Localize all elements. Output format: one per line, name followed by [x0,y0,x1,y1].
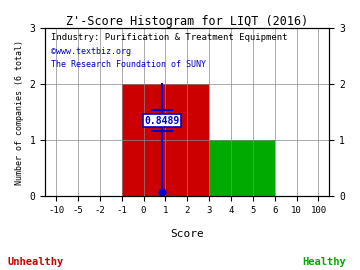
X-axis label: Score: Score [170,229,204,239]
Bar [122,84,209,196]
Text: The Research Foundation of SUNY: The Research Foundation of SUNY [51,60,206,69]
Text: ©www.textbiz.org: ©www.textbiz.org [51,46,131,56]
Text: Unhealthy: Unhealthy [8,257,64,267]
Bar [209,140,275,196]
Title: Z'-Score Histogram for LIQT (2016): Z'-Score Histogram for LIQT (2016) [66,15,309,28]
Y-axis label: Number of companies (6 total): Number of companies (6 total) [15,40,24,185]
Text: Healthy: Healthy [302,257,346,267]
Text: 0.8489: 0.8489 [144,116,180,126]
Text: Industry: Purification & Treatment Equipment: Industry: Purification & Treatment Equip… [51,33,287,42]
